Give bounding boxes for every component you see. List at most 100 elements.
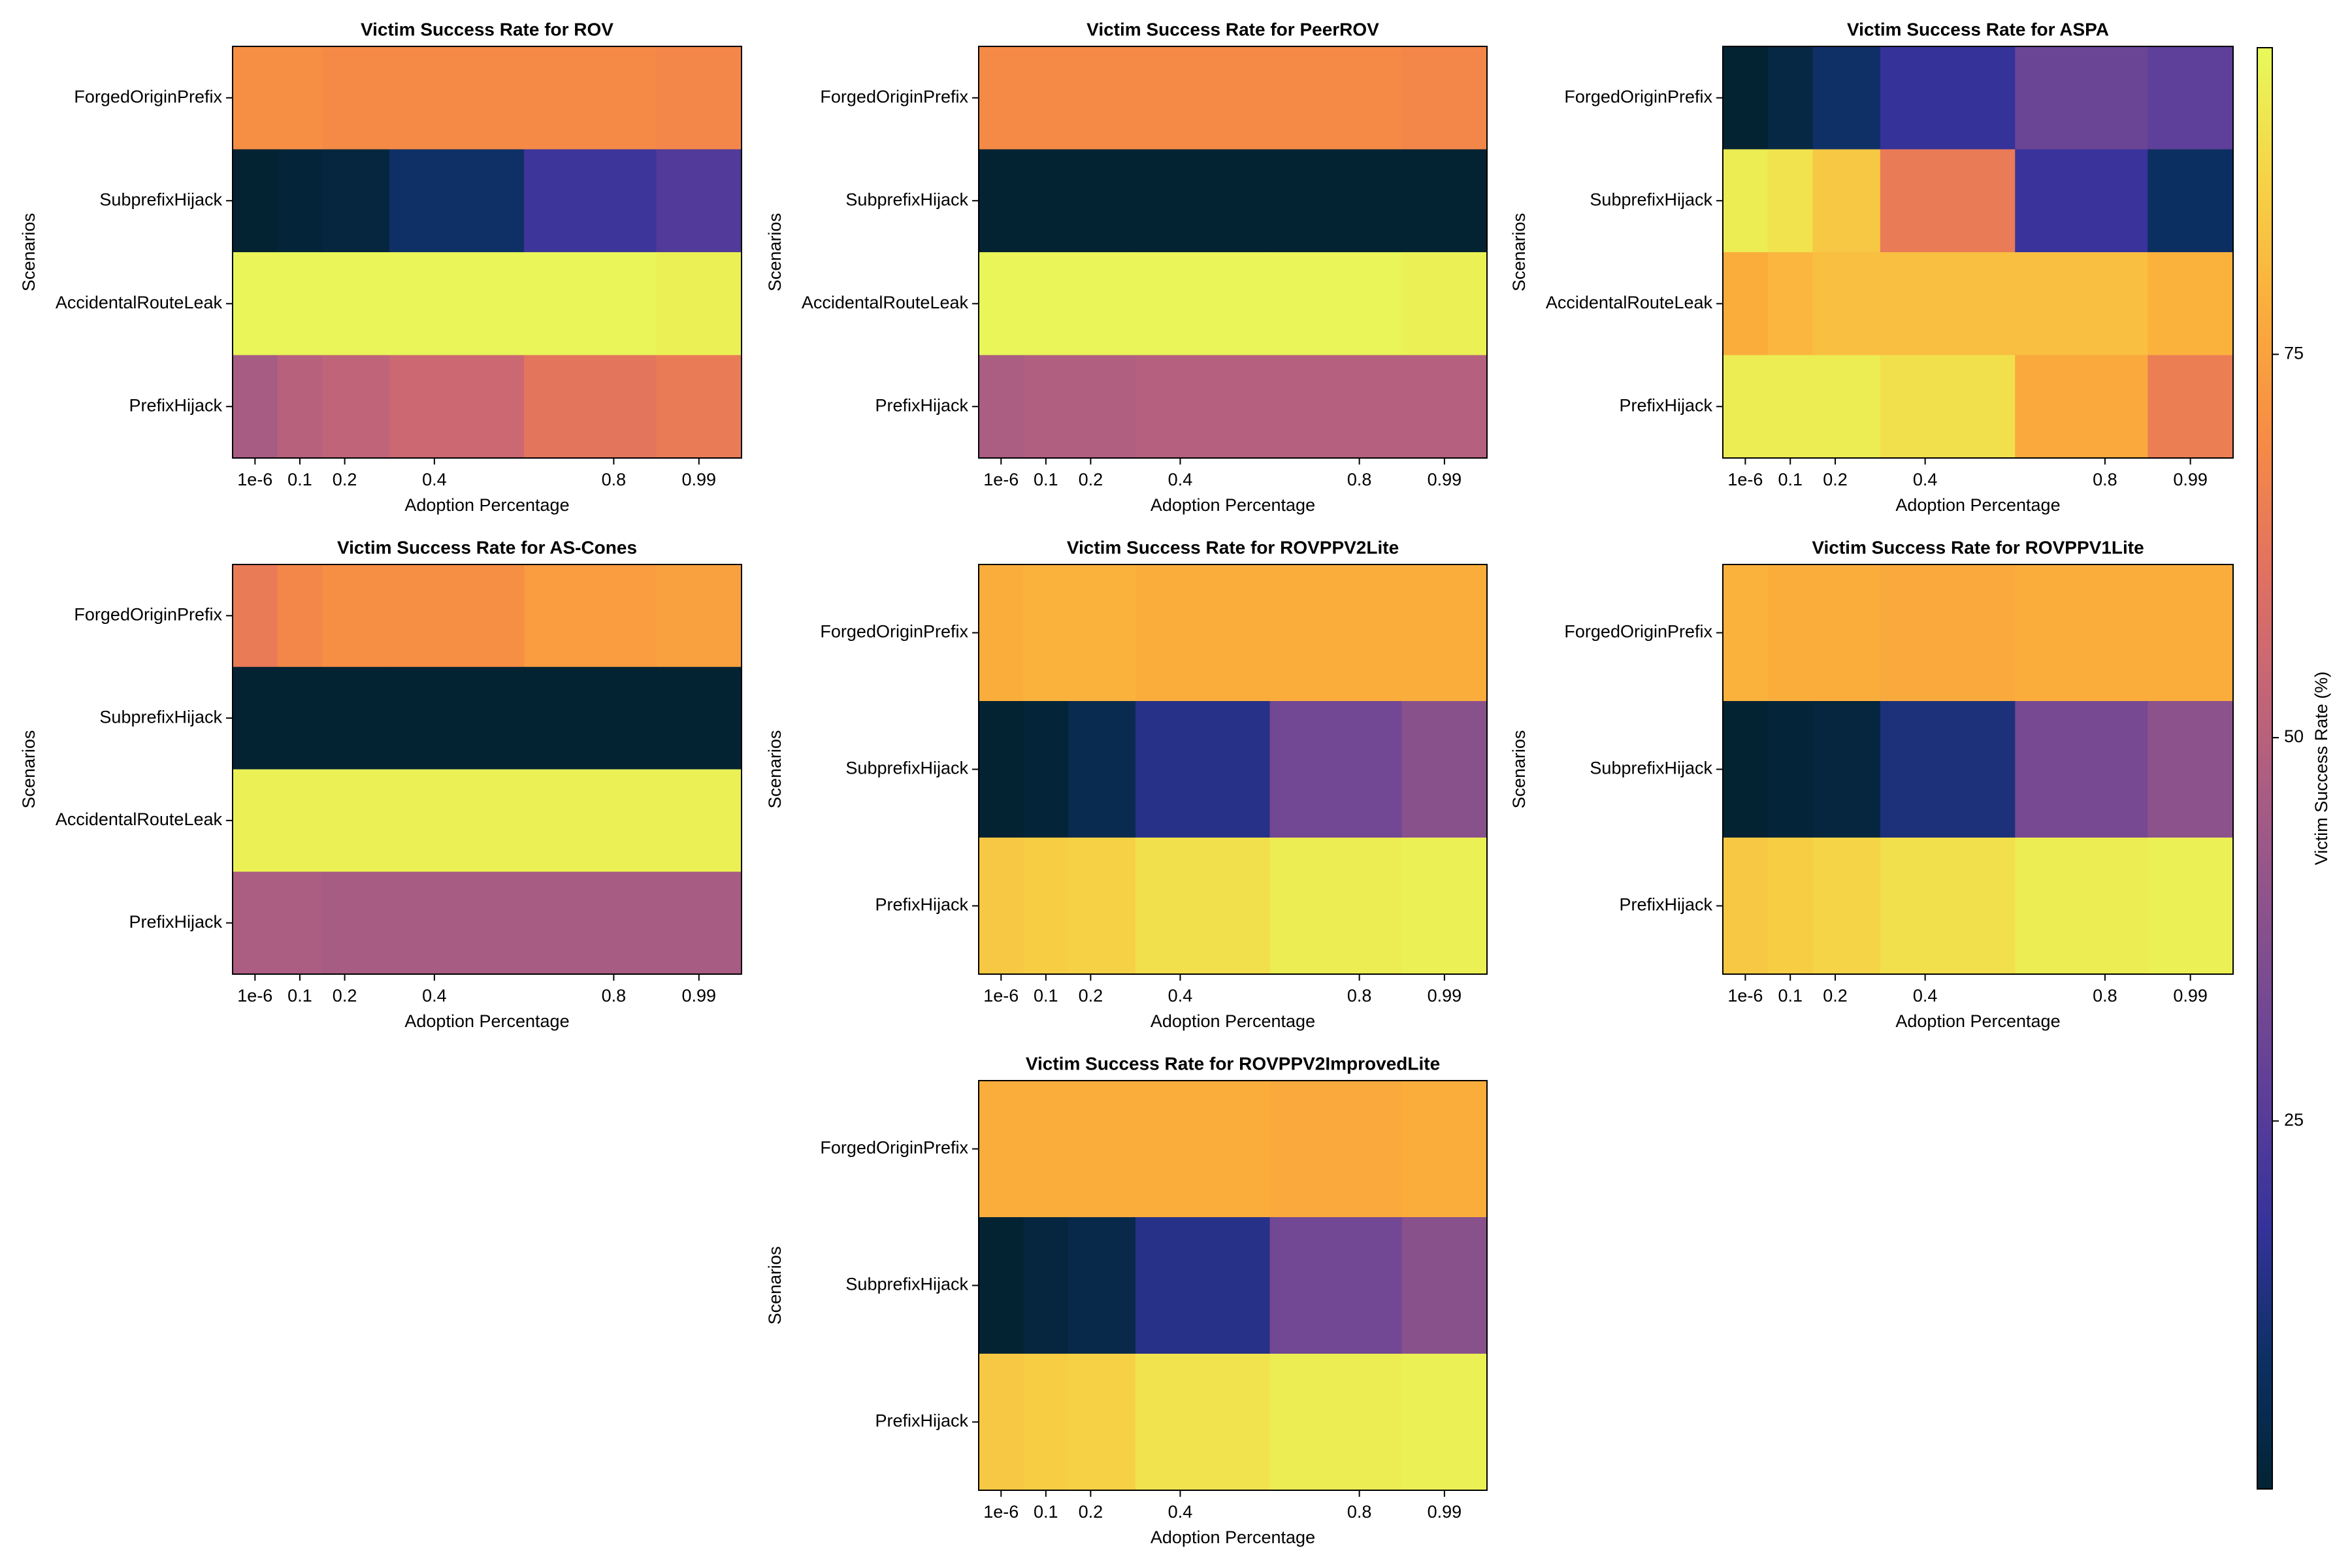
heatmap-cell xyxy=(1135,701,1271,838)
heatmap-cell xyxy=(389,872,525,975)
heatmap-cell xyxy=(1767,564,1814,702)
x-tick-label: 0.99 xyxy=(682,470,717,489)
heatmap-cell xyxy=(656,564,742,668)
y-tick-label: ForgedOriginPrefix xyxy=(820,622,968,642)
heatmap-cell xyxy=(979,1081,1024,1218)
x-tick-label: 1e-6 xyxy=(983,986,1019,1005)
y-axis-label: Scenarios xyxy=(765,730,785,808)
heatmap-cell xyxy=(277,872,323,975)
heatmap-cell xyxy=(2148,701,2234,838)
heatmap-cell xyxy=(1269,46,1403,150)
heatmap-cell xyxy=(2148,564,2234,702)
x-axis-label: Adoption Percentage xyxy=(1895,1011,2060,1031)
colorbar-tick-label: 50 xyxy=(2284,727,2304,746)
y-tick-label: SubprefixHijack xyxy=(1590,759,1712,778)
heatmap-cell xyxy=(1269,1081,1403,1218)
x-tick-label: 0.2 xyxy=(1079,986,1103,1005)
x-tick-label: 0.1 xyxy=(287,470,312,489)
heatmap-cell xyxy=(233,872,278,975)
heatmap-cell xyxy=(233,564,278,668)
colorbar-tick-label: 75 xyxy=(2284,343,2304,363)
heatmap-cell xyxy=(2015,252,2148,355)
x-tick-label: 0.99 xyxy=(1428,1502,1462,1522)
heatmap-cell xyxy=(1880,838,2016,975)
x-tick-label: 1e-6 xyxy=(983,1502,1019,1522)
heatmap-cell xyxy=(1812,149,1881,253)
title: Victim Success Rate for ROVPPV2Lite xyxy=(1067,537,1399,557)
heatmap-cell xyxy=(1401,1217,1488,1354)
heatmap-cell xyxy=(656,252,742,355)
heatmap-cell xyxy=(277,666,323,770)
heatmap-cell xyxy=(1723,701,1769,838)
heatmap-cell xyxy=(1068,355,1136,459)
x-axis-label: Adoption Percentage xyxy=(1151,495,1315,515)
heatmap-cell xyxy=(2148,355,2234,459)
title: Victim Success Rate for ASPA xyxy=(1847,19,2109,39)
y-axis-label: Scenarios xyxy=(19,730,39,808)
x-tick-label: 0.8 xyxy=(1347,1502,1372,1522)
plot-frame xyxy=(232,564,742,975)
y-axis-label: Scenarios xyxy=(765,1246,785,1324)
x-tick-label: 0.1 xyxy=(1034,1502,1058,1522)
heatmap-cell xyxy=(656,149,742,253)
x-tick-label: 0.1 xyxy=(1034,986,1058,1005)
x-tick-label: 0.4 xyxy=(1168,1502,1193,1522)
heatmap-cell xyxy=(322,149,390,253)
x-tick-label: 0.99 xyxy=(1428,986,1462,1005)
title: Victim Success Rate for ROV xyxy=(361,19,613,39)
heatmap-cell xyxy=(2015,355,2148,459)
y-tick-label: ForgedOriginPrefix xyxy=(74,605,222,625)
heatmap-cell xyxy=(233,355,278,459)
heatmap-cell xyxy=(1068,1217,1136,1354)
heatmap-cell xyxy=(1135,1354,1271,1491)
x-axis-label: Adoption Percentage xyxy=(1151,1011,1315,1031)
heatmap-cell xyxy=(1723,838,1769,975)
x-tick-label: 0.1 xyxy=(287,986,312,1005)
heatmap-cell xyxy=(1269,1354,1403,1491)
heatmap-cell xyxy=(979,149,1024,253)
colorbar-label: Victim Success Rate (%) xyxy=(2311,672,2331,866)
heatmap-cell xyxy=(1723,564,1769,702)
heatmap-cell xyxy=(322,46,390,150)
heatmap-cell xyxy=(1401,149,1488,253)
heatmap-cell xyxy=(1023,355,1069,459)
heatmap-cell xyxy=(1135,564,1271,702)
heatmap-cell xyxy=(1135,252,1271,355)
heatmap-cell xyxy=(979,564,1024,702)
heatmap-cell xyxy=(979,46,1024,150)
x-tick-label: 0.8 xyxy=(1347,470,1372,489)
heatmap-cell xyxy=(2015,701,2148,838)
heatmap-cell xyxy=(1401,252,1488,355)
heatmap-cell xyxy=(1068,46,1136,150)
y-tick-label: ForgedOriginPrefix xyxy=(74,87,222,106)
heatmap-cell xyxy=(1812,701,1881,838)
heatmap-cell xyxy=(979,1217,1024,1354)
heatmap-cell xyxy=(1135,1081,1271,1218)
x-tick-label: 0.2 xyxy=(1079,1502,1103,1522)
y-axis-label: Scenarios xyxy=(1509,730,1529,808)
y-tick-label: SubprefixHijack xyxy=(845,759,968,778)
heatmap-cell xyxy=(277,769,323,872)
x-tick-label: 0.8 xyxy=(602,986,627,1005)
heatmap-cell xyxy=(322,252,390,355)
heatmap-cell xyxy=(1401,564,1488,702)
heatmap-cell xyxy=(1269,149,1403,253)
x-tick-label: 0.2 xyxy=(1823,470,1848,489)
heatmap-cell xyxy=(389,564,525,668)
heatmap-cell xyxy=(979,1354,1024,1491)
heatmap-cell xyxy=(1880,46,2016,150)
heatmap-cell xyxy=(1723,355,1769,459)
y-tick-label: SubprefixHijack xyxy=(1590,189,1712,209)
heatmap-cell xyxy=(1023,1081,1069,1218)
x-tick-label: 0.1 xyxy=(1778,986,1803,1005)
plot-frame xyxy=(232,46,742,459)
title: Victim Success Rate for AS-Cones xyxy=(337,537,637,557)
heatmap-cell xyxy=(2015,149,2148,253)
heatmap-cell xyxy=(233,769,278,872)
heatmap-cell xyxy=(524,564,657,668)
y-tick-label: PrefixHijack xyxy=(875,395,968,415)
heatmap-cell xyxy=(524,666,657,770)
y-tick-label: ForgedOriginPrefix xyxy=(820,1138,968,1158)
x-tick-label: 0.8 xyxy=(2093,470,2117,489)
